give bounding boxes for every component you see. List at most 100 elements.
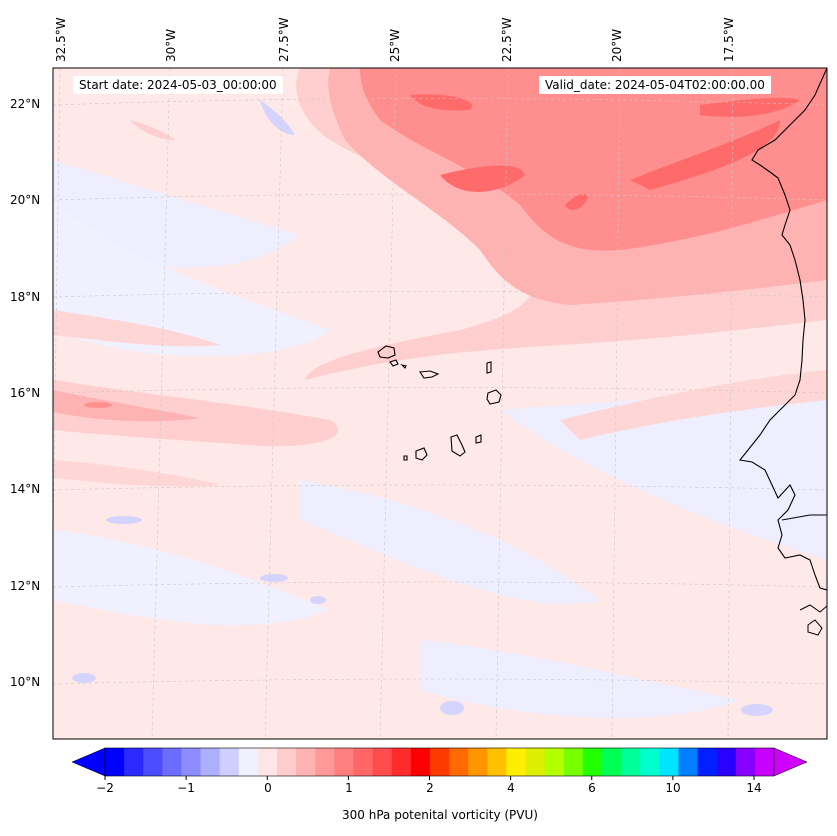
colorbar-cell: [257, 748, 278, 776]
valid-date-label: Valid_date: 2024-05-04T02:00:00.00: [539, 76, 771, 94]
island-santiago: [450, 434, 466, 457]
pv-blue-central: [300, 480, 600, 604]
pv-field: [53, 68, 827, 739]
colorbar-cell: [640, 748, 660, 776]
colorbar-cell: [200, 748, 221, 776]
gambia-border: [781, 514, 827, 521]
pv-blue-south: [420, 640, 740, 719]
bijagos-islands: [807, 619, 823, 636]
colorbar-cell: [277, 748, 297, 776]
lat-label-22n: 22°N: [10, 97, 41, 111]
pv-blue-patch-4: [310, 596, 326, 604]
lat-label-14n: 14°N: [10, 482, 41, 496]
pv-blue-patch-5: [72, 673, 96, 683]
colorbar-cell: [124, 748, 144, 776]
colorbar-cell: [754, 748, 775, 776]
colorbar-cell: [353, 748, 374, 776]
pv-pink-west-core: [53, 390, 200, 422]
colorbar-cell: [391, 748, 412, 776]
pv-blue-patch-3: [260, 574, 288, 582]
colorbar-cell: [372, 748, 393, 776]
colorbar-cell: [716, 748, 737, 776]
cb-tick-label-1: 1: [345, 781, 353, 795]
island-brava: [403, 455, 408, 461]
cb-tick-label-10: 10: [665, 781, 681, 795]
island-sao-vicente: [389, 359, 399, 367]
pv-blue-nw: [53, 160, 300, 268]
colorbar-cell: [410, 748, 431, 776]
colorbar-cell: [181, 748, 202, 776]
pv-deep-red-3: [565, 194, 588, 210]
colorbar-cell: [544, 748, 565, 776]
map-frame: [52, 67, 828, 740]
colorbar-cell: [601, 748, 622, 776]
colorbar-under-triangle: [71, 747, 106, 777]
cb-tick-label-6: 6: [588, 781, 596, 795]
cb-tick-label-14: 14: [746, 781, 762, 795]
colorbar-cell: [735, 748, 756, 776]
pv-pink-sw-streak: [53, 460, 220, 487]
colorbar-cell: [219, 748, 240, 776]
cb-tick-label-2: 2: [426, 781, 434, 795]
colorbar-cell: [468, 748, 488, 776]
cb-tick-label-0: 0: [264, 781, 272, 795]
island-sao-nicolau: [419, 370, 440, 379]
lat-label-10n: 10°N: [10, 675, 41, 689]
pv-deep-red-4: [630, 120, 780, 190]
colorbar-title: 300 hPa potenital vorticity (PVU): [342, 808, 538, 822]
start-date-label: Start date: 2024-05-03_00:00:00: [73, 76, 283, 94]
pv-pink-west-band-2: [53, 310, 220, 347]
island-maio: [475, 434, 482, 444]
colorbar-cell: [697, 748, 718, 776]
pv-pink-east-streak: [560, 370, 827, 440]
guinea-bissau-coast: [799, 604, 827, 613]
colorbar-ticks: [104, 776, 755, 780]
colorbar-cell: [105, 748, 125, 776]
colorbar-cell: [429, 748, 450, 776]
pv-blue-patch-1: [260, 100, 295, 135]
pv-red-west-spot: [84, 402, 112, 408]
pv-pink-west-band: [53, 380, 339, 447]
island-sal: [486, 361, 492, 374]
colorbar-cell: [563, 748, 584, 776]
colorbar-cell: [238, 748, 259, 776]
colorbar-cell: [621, 748, 641, 776]
colorbar-cell: [487, 748, 507, 776]
colorbar-cell: [506, 748, 527, 776]
island-santo-antao: [377, 345, 396, 359]
pv-deep-red-5: [700, 97, 800, 117]
colorbar-cell: [334, 748, 354, 776]
island-boa-vista: [486, 389, 502, 405]
colorbar-cell: [449, 748, 469, 776]
pv-pink-nw-streak: [130, 120, 175, 140]
colorbar-cell: [659, 748, 679, 776]
colorbar-cell: [296, 748, 316, 776]
cb-tick-label-neg1: −1: [177, 781, 195, 795]
colorbar-cell: [582, 748, 603, 776]
island-santa-luzia: [400, 363, 407, 369]
island-fogo: [415, 447, 428, 461]
cape-verde-islands: [377, 345, 502, 461]
colorbar-cell: [162, 748, 182, 776]
pv-blue-patch-6: [440, 701, 464, 715]
cb-tick-label-neg2: −2: [96, 781, 114, 795]
lat-label-18n: 18°N: [10, 290, 41, 304]
lat-label-12n: 12°N: [10, 579, 41, 593]
africa-coastline: [738, 68, 827, 591]
colorbar-frame: [104, 747, 775, 777]
pv-blue-west: [53, 200, 330, 357]
colorbar-over-triangle: [773, 747, 808, 777]
colorbar-cell: [678, 748, 699, 776]
lat-label-20n: 20°N: [10, 193, 41, 207]
pv-blue-sw: [53, 530, 330, 626]
colorbar-cell: [143, 748, 163, 776]
cb-tick-label-4: 4: [507, 781, 515, 795]
pv-blue-patch-7: [741, 704, 773, 716]
colorbar-cell: [315, 748, 335, 776]
pv-blue-patch-2: [106, 516, 142, 524]
graticule: [53, 68, 827, 739]
colorbar-cell: [525, 748, 546, 776]
colorbar-cells: [105, 748, 775, 776]
